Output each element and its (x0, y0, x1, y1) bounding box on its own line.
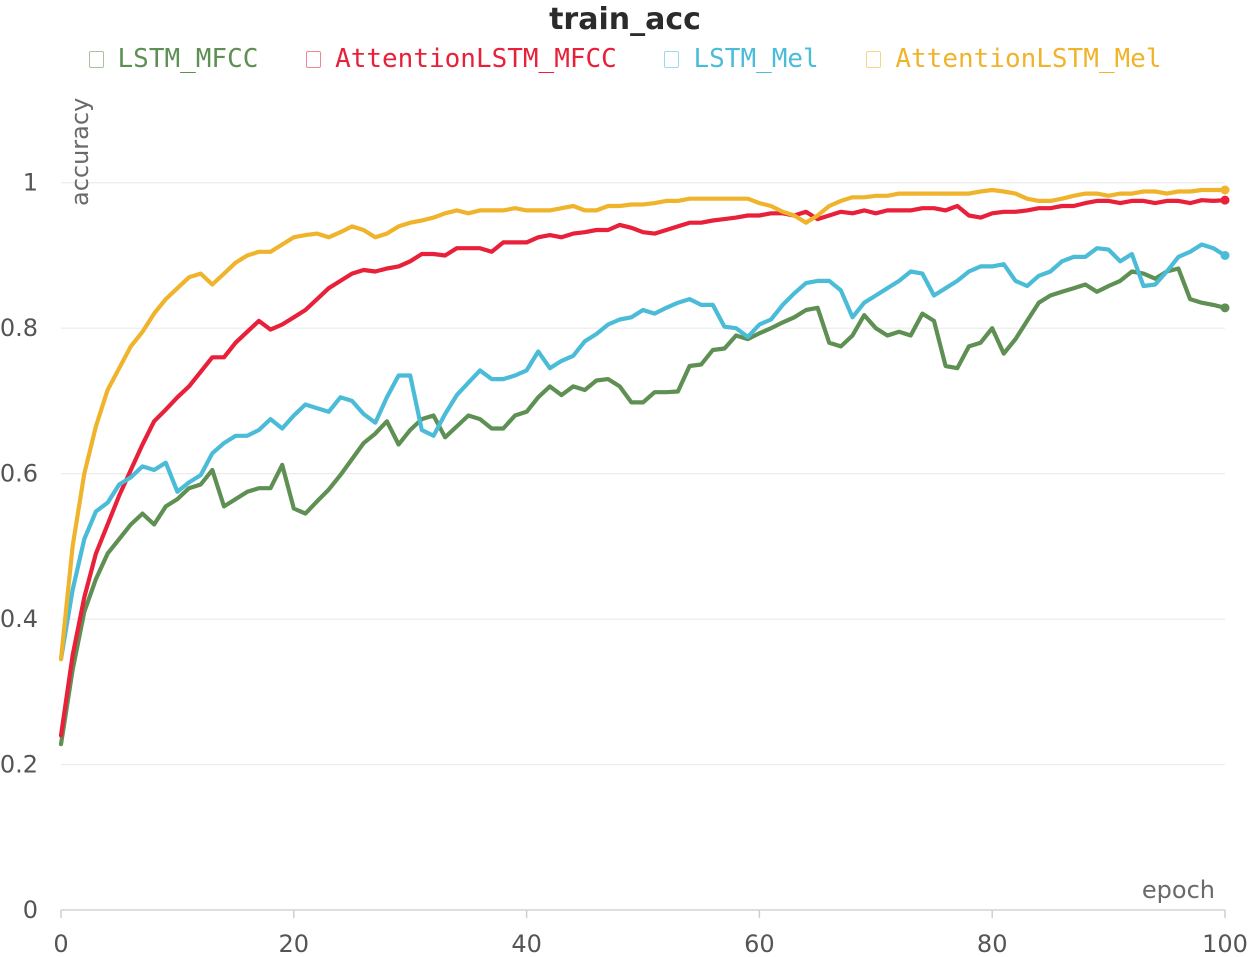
x-tick-label-1: 20 (279, 930, 310, 957)
x-tick-label-4: 80 (977, 930, 1008, 957)
x-tick-labels: 0 20 40 60 80 100 (53, 910, 1248, 957)
y-tick-label-2: 0.4 (0, 605, 38, 633)
legend-label-1: AttentionLSTM_MFCC (335, 44, 617, 74)
series-end-point-1 (1220, 195, 1230, 205)
legend-swatch-3 (866, 50, 882, 68)
series-line-3 (58, 187, 1228, 662)
series-line-2 (58, 242, 1228, 662)
series-end-point-2 (1220, 250, 1230, 260)
legend-item-1[interactable]: AttentionLSTM_MFCC (306, 44, 617, 74)
grid-layer (61, 182, 1225, 766)
series-end-point-0 (1220, 303, 1230, 313)
y-axis-label: accuracy (66, 98, 94, 206)
x-axis-label: epoch (1142, 876, 1215, 904)
y-tick-label-0: 0 (23, 896, 38, 924)
legend-label-2: LSTM_Mel (693, 44, 819, 74)
series-end-point-3 (1220, 185, 1230, 195)
legend-label-3: AttentionLSTM_Mel (895, 44, 1162, 74)
series-line-1 (58, 198, 1228, 738)
axis-layer: accuracy epoch (61, 98, 1225, 911)
legend-label-0: LSTM_MFCC (117, 44, 259, 74)
x-tick-label-0: 0 (53, 930, 68, 957)
legend-item-3[interactable]: AttentionLSTM_Mel (866, 44, 1161, 74)
x-tick-label-5: 100 (1202, 930, 1248, 957)
series-layer (58, 185, 1230, 747)
legend-item-0[interactable]: LSTM_MFCC (88, 44, 259, 74)
legend-swatch-1 (306, 50, 322, 68)
legend-swatch-0 (88, 50, 104, 68)
y-tick-label-4: 0.8 (0, 314, 38, 342)
y-tick-label-3: 0.6 (0, 460, 38, 488)
series-line-0 (58, 266, 1228, 747)
chart-legend: LSTM_MFCC AttentionLSTM_MFCC LSTM_Mel At… (0, 44, 1250, 75)
chart-title: train_acc (549, 2, 701, 37)
legend-swatch-2 (664, 50, 680, 68)
y-tick-label-1: 0.2 (0, 751, 38, 779)
x-tick-label-3: 60 (744, 930, 775, 957)
x-tick-label-2: 40 (511, 930, 542, 957)
y-tick-label-5: 1 (23, 169, 38, 197)
y-tick-labels: 0 0.2 0.4 0.6 0.8 1 (0, 169, 38, 924)
legend-item-2[interactable]: LSTM_Mel (664, 44, 819, 74)
